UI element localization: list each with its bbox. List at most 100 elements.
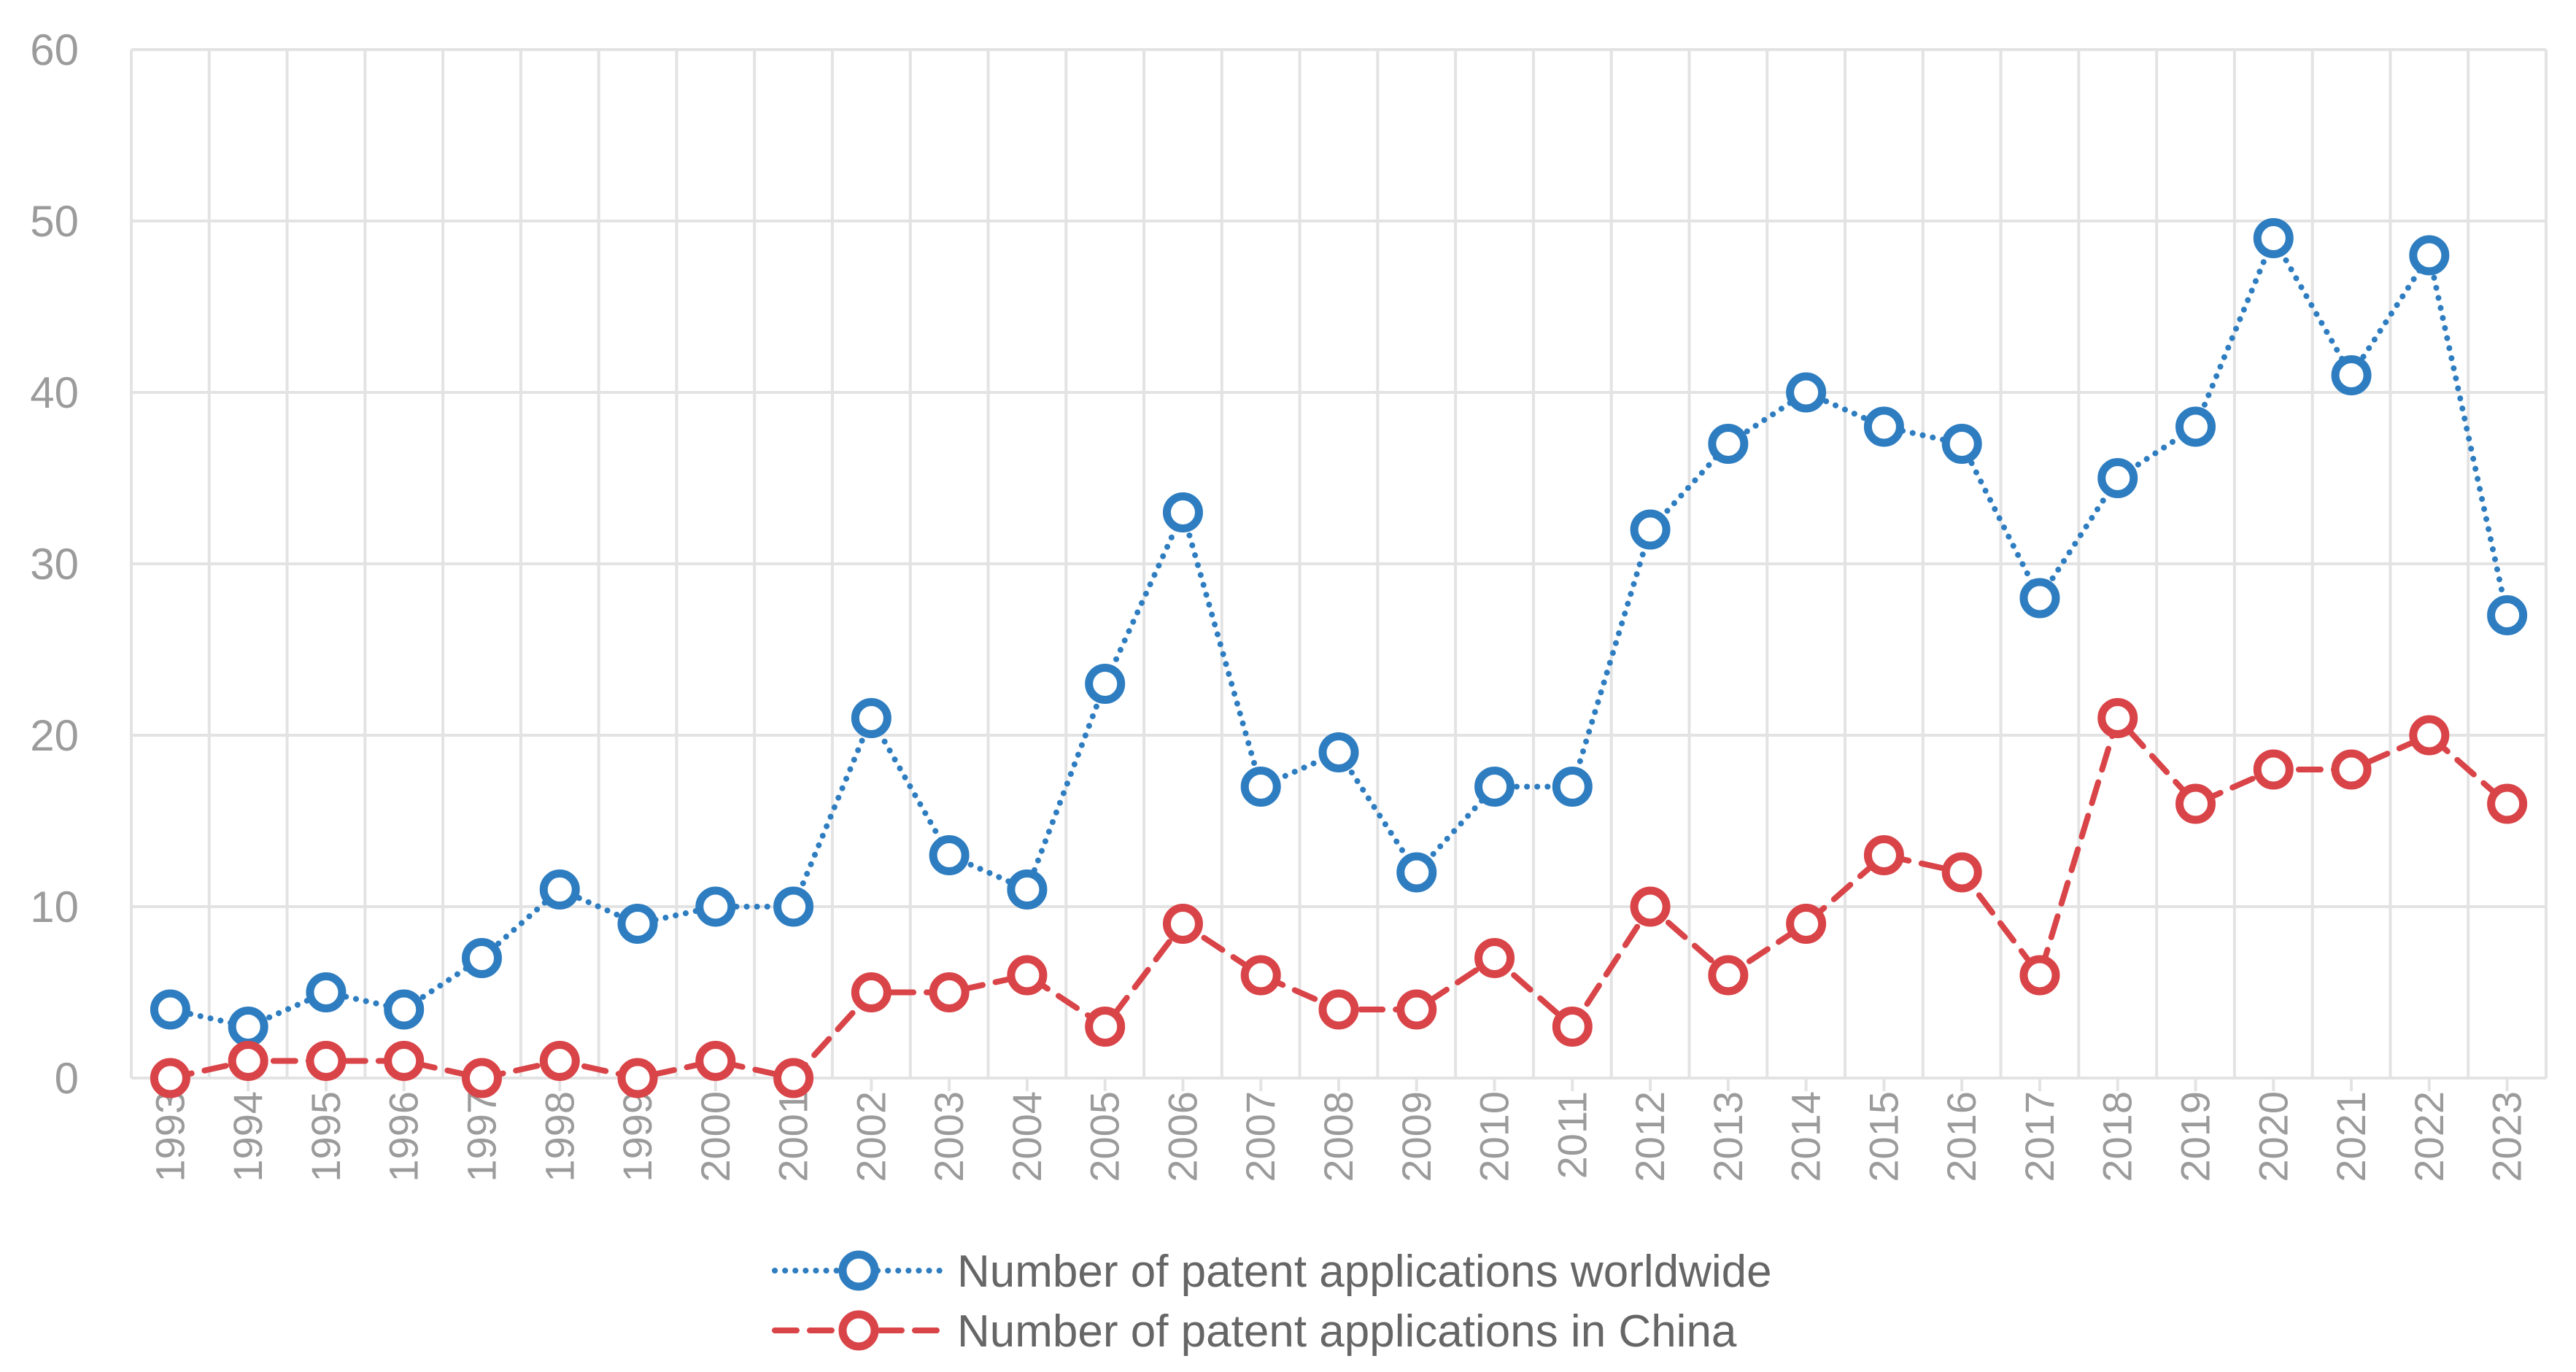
data-point-worldwide[interactable] — [384, 989, 425, 1030]
data-point-china[interactable] — [2175, 783, 2216, 824]
y-tick-label: 40 — [30, 368, 79, 417]
data-point-china[interactable] — [2097, 698, 2138, 738]
x-tick-label: 2006 — [1159, 1091, 1205, 1182]
y-axis: 0 10 20 30 40 50 60 — [30, 26, 79, 1103]
data-point-worldwide[interactable] — [695, 886, 736, 927]
series-worldwide — [150, 218, 2528, 1047]
x-tick-label: 2008 — [1315, 1091, 1361, 1182]
x-tick-label: 1995 — [303, 1091, 349, 1182]
data-point-worldwide[interactable] — [2487, 595, 2528, 635]
data-point-china[interactable] — [617, 1058, 658, 1098]
data-point-china[interactable] — [851, 972, 891, 1012]
legend-marker-china — [838, 1310, 879, 1351]
data-point-worldwide[interactable] — [1318, 732, 1359, 772]
data-point-worldwide[interactable] — [617, 904, 658, 944]
data-point-worldwide[interactable] — [2253, 218, 2294, 258]
data-point-china[interactable] — [1552, 1007, 1593, 1047]
x-tick-label: 2019 — [2173, 1091, 2219, 1182]
data-point-china[interactable] — [1786, 904, 1827, 944]
y-tick-label: 20 — [30, 711, 79, 760]
data-point-worldwide[interactable] — [461, 938, 502, 978]
data-point-china[interactable] — [1863, 835, 1904, 875]
data-point-worldwide[interactable] — [2019, 578, 2060, 619]
x-tick-label: 2016 — [1938, 1091, 1984, 1182]
data-point-worldwide[interactable] — [2097, 458, 2138, 498]
data-point-worldwide[interactable] — [1396, 852, 1437, 893]
data-point-worldwide[interactable] — [2175, 406, 2216, 447]
x-tick-label: 2023 — [2484, 1091, 2530, 1182]
y-tick-label: 30 — [30, 540, 79, 589]
data-point-china[interactable] — [695, 1041, 736, 1081]
data-point-china[interactable] — [306, 1041, 347, 1081]
data-point-china[interactable] — [461, 1058, 502, 1098]
data-point-worldwide[interactable] — [1941, 424, 1982, 464]
data-point-worldwide[interactable] — [1708, 424, 1749, 464]
data-point-china[interactable] — [2253, 749, 2294, 790]
data-point-china[interactable] — [2409, 715, 2450, 756]
x-tick-label: 2015 — [1860, 1091, 1906, 1182]
x-tick-label: 2011 — [1549, 1091, 1595, 1179]
x-tick-label: 2017 — [2016, 1091, 2062, 1182]
series-group — [150, 218, 2528, 1098]
data-point-china[interactable] — [773, 1058, 814, 1098]
data-point-china[interactable] — [1630, 886, 1671, 927]
x-tick-label: 2012 — [1627, 1091, 1673, 1182]
data-point-china[interactable] — [1240, 955, 1281, 996]
y-tick-label: 50 — [30, 197, 79, 246]
x-tick-label: 2018 — [2095, 1091, 2140, 1182]
data-point-worldwide[interactable] — [150, 989, 190, 1030]
data-point-worldwide[interactable] — [851, 698, 891, 738]
data-point-worldwide[interactable] — [1474, 767, 1515, 807]
data-point-worldwide[interactable] — [1786, 372, 1827, 413]
data-point-worldwide[interactable] — [1007, 869, 1048, 910]
data-point-worldwide[interactable] — [1085, 664, 1126, 704]
x-tick-label: 1994 — [225, 1091, 271, 1182]
x-tick-label: 1996 — [381, 1091, 427, 1182]
data-point-china[interactable] — [1474, 938, 1515, 978]
x-tick-label: 2009 — [1393, 1091, 1439, 1182]
x-tick-label: 2013 — [1705, 1091, 1751, 1182]
x-tick-label: 2005 — [1082, 1091, 1128, 1182]
legend: Number of patent applications worldwide … — [772, 1247, 1772, 1357]
series-china — [150, 698, 2528, 1098]
data-point-worldwide[interactable] — [1630, 509, 1671, 550]
x-tick-label: 1998 — [536, 1091, 582, 1182]
data-point-worldwide[interactable] — [929, 835, 970, 875]
x-tick-label: 2022 — [2406, 1091, 2452, 1182]
data-point-china[interactable] — [1318, 989, 1359, 1030]
x-tick-label: 2007 — [1237, 1091, 1283, 1182]
data-point-china[interactable] — [1162, 904, 1203, 944]
x-tick-label: 2014 — [1783, 1091, 1829, 1182]
data-point-china[interactable] — [1941, 852, 1982, 893]
data-point-china[interactable] — [2331, 749, 2372, 790]
x-tick-label: 1997 — [458, 1091, 504, 1182]
legend-item-worldwide[interactable]: Number of patent applications worldwide — [772, 1247, 1772, 1297]
data-point-china[interactable] — [1007, 955, 1048, 996]
data-point-worldwide[interactable] — [773, 886, 814, 927]
legend-marker-worldwide — [838, 1250, 879, 1291]
data-point-china[interactable] — [2487, 783, 2528, 824]
y-tick-label: 0 — [55, 1054, 79, 1103]
data-point-china[interactable] — [384, 1041, 425, 1081]
x-tick-label: 2003 — [926, 1091, 972, 1182]
data-point-china[interactable] — [2019, 955, 2060, 996]
data-point-worldwide[interactable] — [1240, 767, 1281, 807]
data-point-china[interactable] — [150, 1058, 190, 1098]
data-point-china[interactable] — [1708, 955, 1749, 996]
data-point-china[interactable] — [228, 1041, 268, 1081]
data-point-worldwide[interactable] — [2331, 355, 2372, 395]
data-point-china[interactable] — [1085, 1007, 1126, 1047]
data-point-worldwide[interactable] — [228, 1007, 268, 1047]
data-point-worldwide[interactable] — [1162, 492, 1203, 532]
data-point-worldwide[interactable] — [1552, 767, 1593, 807]
data-point-china[interactable] — [1396, 989, 1437, 1030]
data-point-worldwide[interactable] — [539, 869, 580, 910]
data-point-china[interactable] — [539, 1041, 580, 1081]
data-point-worldwide[interactable] — [2409, 235, 2450, 276]
x-tick-label: 2010 — [1471, 1091, 1517, 1182]
legend-item-china[interactable]: Number of patent applications in China — [772, 1306, 1737, 1357]
data-point-china[interactable] — [929, 972, 970, 1012]
data-point-worldwide[interactable] — [306, 972, 347, 1012]
data-point-worldwide[interactable] — [1863, 406, 1904, 447]
